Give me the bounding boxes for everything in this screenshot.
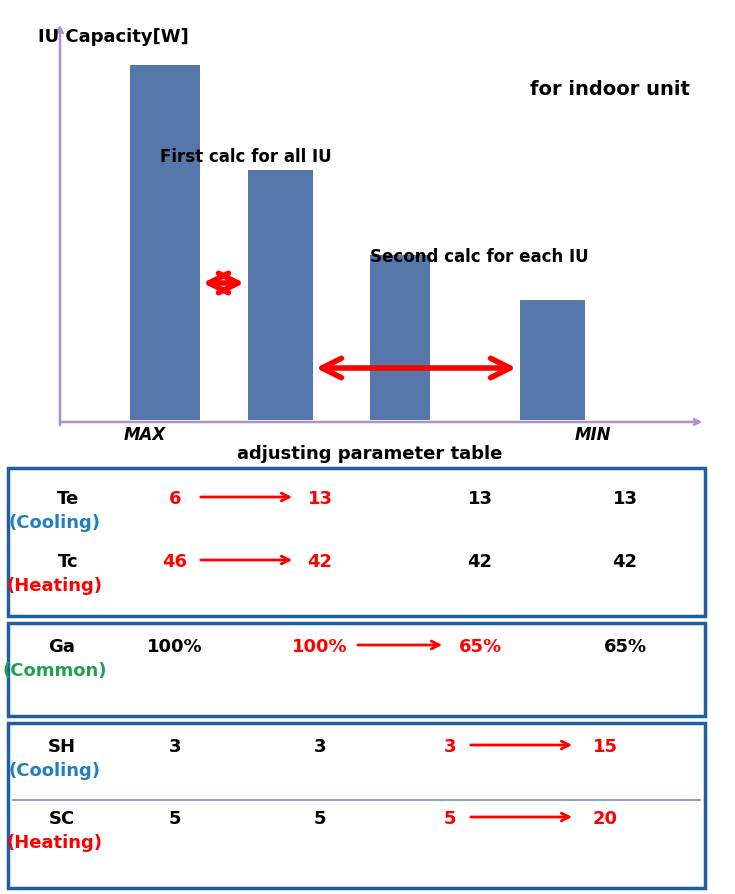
Text: 5: 5 bbox=[444, 810, 456, 828]
Text: MAX: MAX bbox=[124, 426, 166, 444]
Text: 13: 13 bbox=[612, 490, 637, 508]
Text: adjusting parameter table: adjusting parameter table bbox=[237, 445, 503, 463]
Text: 5: 5 bbox=[314, 810, 326, 828]
Bar bbox=[370, 255, 430, 420]
Text: for indoor unit: for indoor unit bbox=[530, 80, 690, 99]
Text: (Cooling): (Cooling) bbox=[9, 762, 101, 780]
Text: 65%: 65% bbox=[603, 638, 647, 656]
Text: Ga: Ga bbox=[49, 638, 76, 656]
Text: First calc for all IU: First calc for all IU bbox=[160, 148, 331, 166]
Text: 15: 15 bbox=[592, 738, 617, 756]
Text: 42: 42 bbox=[612, 553, 637, 571]
Text: 13: 13 bbox=[467, 490, 492, 508]
Text: IU Capacity[W]: IU Capacity[W] bbox=[38, 28, 189, 46]
Text: 42: 42 bbox=[467, 553, 492, 571]
Text: 100%: 100% bbox=[293, 638, 348, 656]
Text: 42: 42 bbox=[307, 553, 332, 571]
Text: (Heating): (Heating) bbox=[7, 577, 103, 595]
Text: 13: 13 bbox=[307, 490, 332, 508]
Text: 65%: 65% bbox=[459, 638, 501, 656]
Bar bbox=[248, 170, 313, 420]
Text: 20: 20 bbox=[592, 810, 617, 828]
Text: 3: 3 bbox=[169, 738, 182, 756]
Bar bbox=[8, 623, 705, 716]
Text: Tc: Tc bbox=[57, 553, 79, 571]
Text: SC: SC bbox=[49, 810, 75, 828]
Text: 100%: 100% bbox=[147, 638, 203, 656]
Text: 6: 6 bbox=[169, 490, 182, 508]
Text: (Cooling): (Cooling) bbox=[9, 514, 101, 532]
Text: Second calc for each IU: Second calc for each IU bbox=[370, 248, 589, 266]
Bar bbox=[520, 300, 585, 420]
Text: Te: Te bbox=[57, 490, 79, 508]
Text: 3: 3 bbox=[444, 738, 456, 756]
Text: SH: SH bbox=[48, 738, 76, 756]
Text: MIN: MIN bbox=[575, 426, 612, 444]
Bar bbox=[8, 468, 705, 616]
Text: 5: 5 bbox=[169, 810, 182, 828]
Text: 46: 46 bbox=[162, 553, 187, 571]
Text: (Common): (Common) bbox=[3, 662, 107, 680]
Bar bbox=[130, 65, 200, 420]
Bar bbox=[8, 723, 705, 888]
Text: (Heating): (Heating) bbox=[7, 834, 103, 852]
Text: 3: 3 bbox=[314, 738, 326, 756]
